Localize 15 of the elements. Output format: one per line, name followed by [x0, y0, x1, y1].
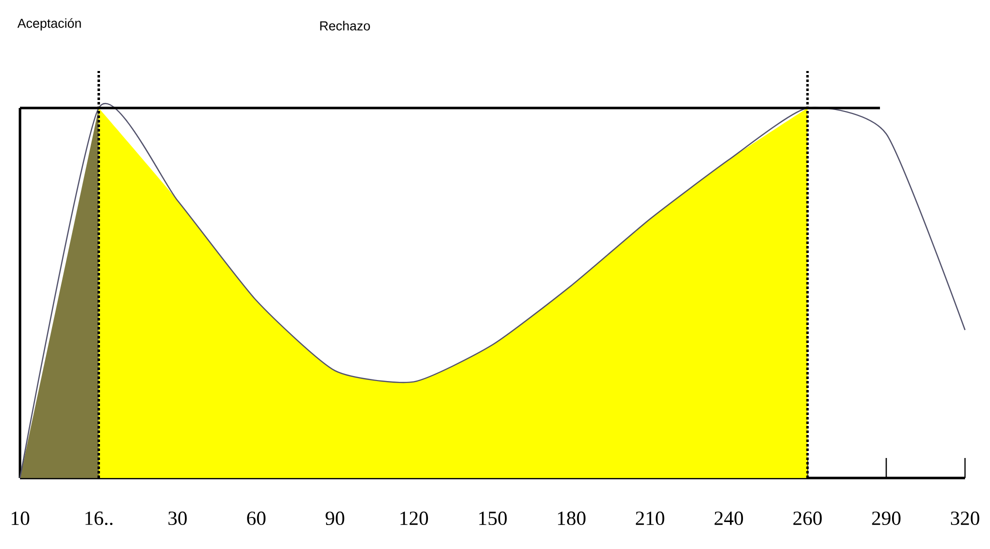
x-tick-label: 90: [326, 512, 344, 526]
x-tick-label: 260: [793, 512, 822, 526]
x-tick-label: 60: [247, 512, 266, 526]
x-tick-label: 240: [714, 512, 743, 526]
x-tick-label: 120: [400, 512, 428, 526]
x-tick-label: 180: [558, 512, 586, 526]
x-tick-label: 10: [12, 512, 30, 526]
text: Aceptación: [17, 18, 81, 30]
x-tick-label: 150: [479, 512, 507, 526]
x-tick-label: 210: [636, 512, 664, 526]
x-tick-label: 290: [872, 512, 900, 526]
x-tick-label: 30: [168, 512, 187, 526]
x-tick-label: 320: [950, 512, 980, 526]
text: Rechazo: [320, 20, 370, 30]
x-tick-label: 16..: [86, 512, 112, 526]
